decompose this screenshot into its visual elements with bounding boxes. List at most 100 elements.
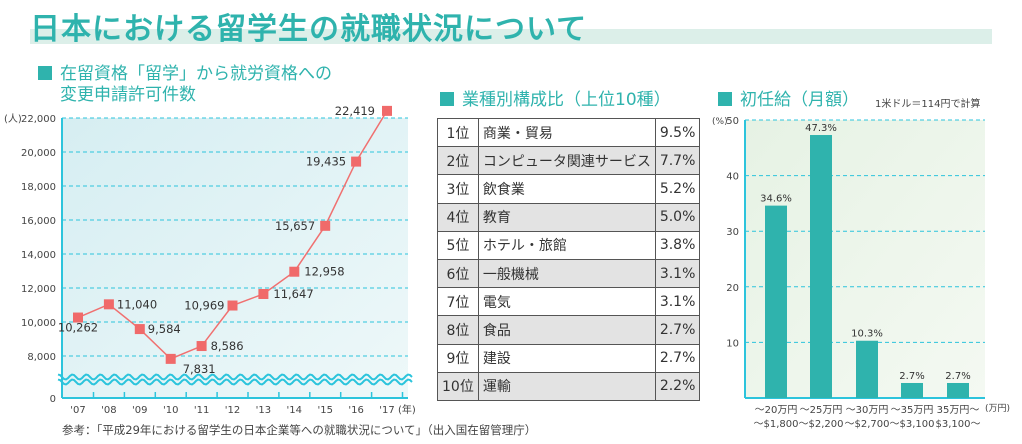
table-row: 5位 ホテル・旅館 3.8%	[437, 230, 701, 260]
axis-break-wave	[57, 378, 413, 386]
share-cell: 9.5%	[654, 117, 701, 148]
bar-label: 2.7%	[899, 371, 924, 382]
x-tick-label-usd: ～$2,700	[845, 419, 890, 430]
rank-cell: 10位	[437, 371, 479, 401]
table-row: 4位 教育 5.0%	[437, 202, 701, 232]
industry-cell: 建設	[477, 343, 656, 373]
y-tick-label: 40	[726, 172, 739, 183]
data-label: 15,657	[275, 219, 315, 233]
square-bullet-icon	[718, 92, 732, 106]
rank-cell: 4位	[437, 202, 479, 232]
industry-cell: 電気	[477, 287, 656, 317]
share-cell: 2.2%	[654, 371, 701, 401]
x-tick-label: ～30万円	[846, 405, 889, 416]
rank-cell: 6位	[437, 258, 479, 289]
x-tick-label-usd: $3,100～	[936, 419, 981, 430]
x-tick-label: '16	[348, 405, 363, 416]
x-tick-label-usd: ～$3,100	[890, 419, 935, 430]
x-tick-label: '13	[256, 405, 271, 416]
y-tick-label: 8,000	[27, 352, 56, 363]
table-row: 1位 商業・貿易 9.5%	[437, 117, 701, 148]
y-tick-label: 12,000	[21, 284, 56, 295]
data-point	[134, 324, 145, 335]
y-tick-label: 0	[50, 394, 56, 405]
share-cell: 7.7%	[654, 146, 701, 176]
source-note: 参考：「平成29年における留学生の日本企業等への就職状況について」（出入国在留管…	[62, 423, 537, 437]
y-tick-label: 16,000	[21, 216, 56, 227]
industry-cell: コンピュータ関連サービス	[477, 146, 656, 176]
line-chart: 0 8,000 10,000 12,000 14,000 16,000 18,000 20,0…	[4, 104, 416, 416]
industry-cell: 飲食業	[477, 174, 656, 204]
bar-label: 47.3%	[805, 123, 837, 134]
page-title: 日本における留学生の就職状況について	[30, 12, 588, 47]
rank-cell: 5位	[437, 230, 479, 260]
industry-cell: 商業・貿易	[477, 117, 656, 148]
share-cell: 3.1%	[654, 258, 701, 289]
data-label: 7,831	[183, 362, 216, 376]
table-row: 10位 運輸 2.2%	[437, 371, 701, 401]
y-axis-unit: (人)	[4, 113, 22, 125]
data-point	[196, 341, 207, 352]
bar-chart: 10 20 30 40 50(%) 34.6% ～20万円 ～$1,800 47.3% ～25万円…	[712, 116, 1010, 430]
rank-cell: 2位	[437, 146, 479, 176]
data-label: 9,584	[148, 322, 181, 336]
title-band	[30, 29, 992, 44]
share-cell: 2.7%	[654, 315, 701, 345]
table-row: 9位 建設 2.7%	[437, 343, 701, 373]
data-point	[227, 300, 238, 311]
x-tick-label: '17	[379, 405, 394, 416]
share-cell: 5.0%	[654, 202, 701, 232]
x-tick-label: ～20万円	[755, 405, 798, 416]
data-point	[258, 289, 269, 300]
share-cell: 5.2%	[654, 174, 701, 204]
line-chart-title-2: 変更申請許可件数	[60, 85, 196, 105]
x-axis-unit: (万円)	[985, 403, 1010, 414]
x-tick-label-usd: ～$2,200	[799, 419, 844, 430]
y-tick-label: 22,000	[21, 114, 56, 125]
data-point	[320, 220, 331, 231]
data-label: 8,586	[211, 339, 244, 353]
x-tick-label: 35万円～	[937, 405, 980, 416]
data-point	[103, 299, 114, 310]
y-tick-label: 18,000	[21, 182, 56, 193]
bar	[810, 135, 832, 398]
table-row: 8位 食品 2.7%	[437, 315, 701, 345]
bar-label: 10.3%	[851, 329, 883, 340]
data-point	[73, 312, 83, 323]
x-tick-label: '10	[163, 405, 178, 416]
rank-cell: 8位	[437, 315, 479, 345]
table-row: 2位 コンピュータ関連サービス 7.7%	[437, 146, 701, 176]
x-tick-label-usd: ～$1,800	[754, 419, 799, 430]
x-tick-label: '07	[70, 405, 85, 416]
plot-area	[62, 118, 408, 398]
exchange-rate-note: 1米ドル＝114円で計算	[875, 99, 981, 110]
data-point	[165, 353, 176, 364]
share-cell: 3.1%	[654, 287, 701, 317]
axis-break-wave	[57, 373, 413, 381]
y-tick-label: 50	[726, 116, 739, 127]
bar-chart-title: 初任給（月額）	[718, 90, 859, 111]
data-point	[289, 266, 300, 277]
x-tick-label: '11	[194, 405, 209, 416]
table-row: 6位 一般機械 3.1%	[437, 258, 701, 289]
data-point	[382, 105, 392, 116]
industry-cell: 一般機械	[477, 258, 656, 289]
bar-label: 2.7%	[945, 371, 970, 382]
x-tick-label: ～35万円	[891, 405, 934, 416]
bar-chart-title-text: 初任給（月額）	[740, 90, 859, 110]
line-chart-title: 在留資格「留学」から就労資格への 変更申請許可件数	[38, 64, 332, 106]
table-row: 7位 電気 3.1%	[437, 287, 701, 317]
table-row: 3位 飲食業 5.2%	[437, 174, 701, 204]
x-tick-label: '08	[101, 405, 116, 416]
data-label: 22,419	[335, 104, 375, 118]
bar-label: 34.6%	[760, 194, 792, 205]
bar	[947, 382, 969, 398]
table-title-text: 業種別構成比（上位10種）	[462, 90, 671, 110]
data-label: 10,969	[184, 299, 224, 313]
data-label: 10,262	[58, 321, 98, 335]
industry-cell: 教育	[477, 202, 656, 232]
line-chart-title-1: 在留資格「留学」から就労資格への	[60, 64, 332, 84]
data-label: 12,958	[304, 265, 344, 279]
data-label: 19,435	[306, 155, 346, 169]
rank-cell: 7位	[437, 287, 479, 317]
